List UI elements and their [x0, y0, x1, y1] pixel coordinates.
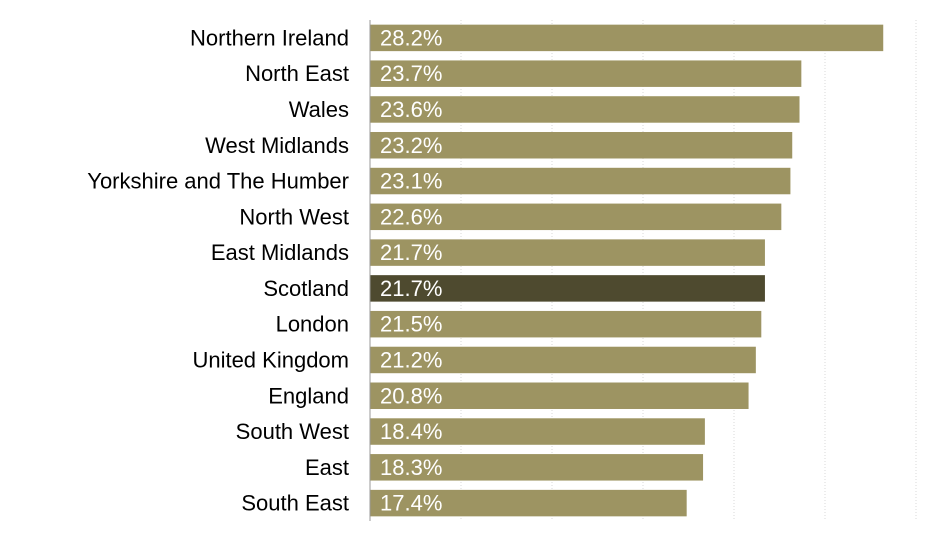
value-label: 23.2%: [380, 133, 442, 158]
value-label: 18.4%: [380, 419, 442, 444]
category-label: East Midlands: [211, 240, 349, 265]
value-label: 21.7%: [380, 240, 442, 265]
value-label: 21.5%: [380, 312, 442, 337]
category-labels: Northern Ireland North East Wales West Midl…: [87, 25, 349, 515]
bar-south-east: [370, 489, 687, 517]
category-label: North East: [245, 61, 349, 86]
category-label: Yorkshire and The Humber: [87, 169, 349, 194]
category-label: East: [305, 455, 349, 480]
bar-west-midlands: [370, 132, 793, 159]
bars: [370, 24, 884, 517]
value-label: 20.8%: [380, 383, 442, 408]
bar-north-west: [370, 203, 782, 231]
category-label: South West: [236, 419, 349, 444]
value-label: 18.3%: [380, 455, 442, 480]
bar-yorkshire-and-the-humber: [370, 167, 791, 195]
value-label: 23.7%: [380, 61, 442, 86]
value-label: 21.7%: [380, 276, 442, 301]
category-label: England: [268, 383, 349, 408]
bar-south-west: [370, 418, 705, 445]
bar-england: [370, 382, 749, 409]
bar-east: [370, 454, 704, 481]
value-label: 28.2%: [380, 25, 442, 50]
category-label: North West: [239, 204, 349, 229]
category-label: London: [276, 312, 349, 337]
category-label: Wales: [289, 97, 349, 122]
gridlines: [460, 20, 917, 521]
category-label: South East: [241, 491, 349, 516]
value-label: 17.4%: [380, 491, 442, 516]
bar-london: [370, 310, 762, 338]
bar-east-midlands: [370, 239, 765, 266]
value-label: 23.6%: [380, 97, 442, 122]
category-label: United Kingdom: [192, 347, 349, 372]
value-label: 21.2%: [380, 347, 442, 372]
bar-northern-ireland: [370, 24, 884, 52]
value-labels: 28.2% 23.7% 23.6% 23.2% 23.1% 22.6% 21.7% 21.7%…: [380, 25, 442, 515]
value-label: 22.6%: [380, 204, 442, 229]
category-label: Scotland: [263, 276, 349, 301]
bar-wales: [370, 96, 800, 123]
bar-scotland: [370, 275, 765, 302]
bar-north-east: [370, 60, 802, 87]
category-label: West Midlands: [205, 133, 349, 158]
category-label: Northern Ireland: [190, 25, 349, 50]
bar-united-kingdom: [370, 346, 756, 374]
value-label: 23.1%: [380, 169, 442, 194]
